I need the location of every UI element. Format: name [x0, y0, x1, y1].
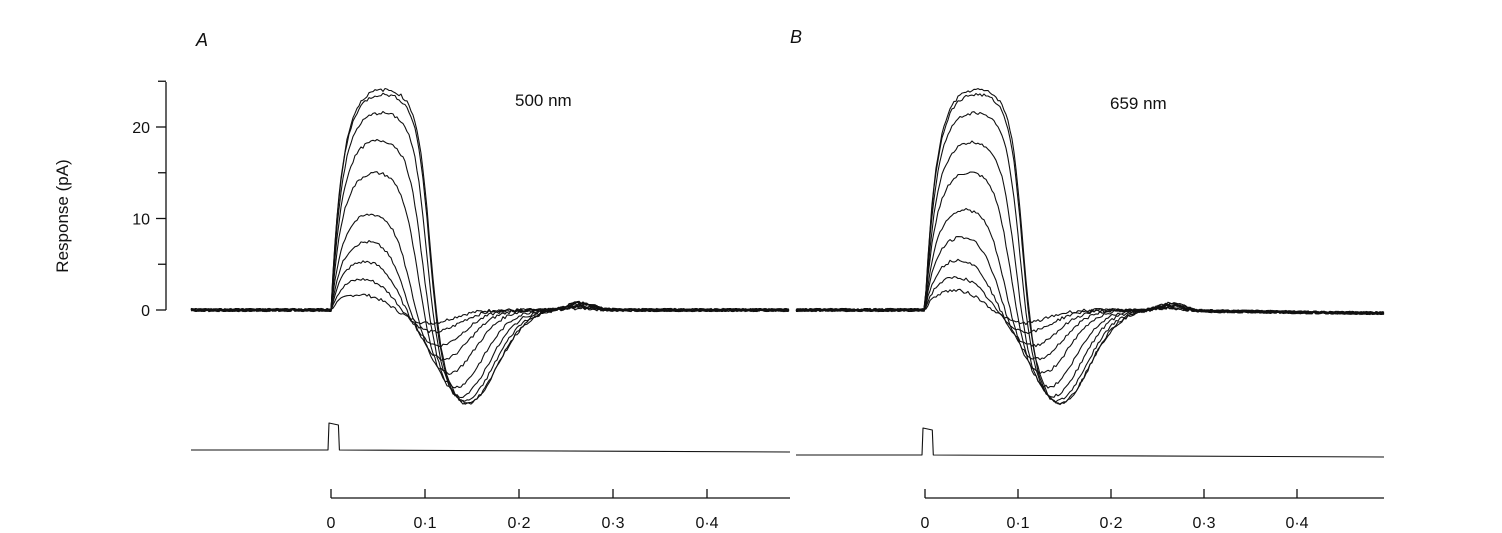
- response-trace: [190, 87, 790, 405]
- y-tick-label: 10: [132, 212, 150, 229]
- panel-a-traces: [190, 87, 790, 405]
- time-tick-label: 0·4: [695, 515, 718, 532]
- time-tick-label: 0: [327, 515, 336, 532]
- panel-a-letter: A: [195, 30, 208, 50]
- y-tick-label: 20: [132, 120, 150, 137]
- response-trace: [190, 240, 790, 362]
- response-trace: [795, 171, 1385, 389]
- response-trace: [190, 260, 790, 348]
- time-tick-label: 0·3: [1192, 515, 1215, 532]
- panel-b-letter: B: [790, 27, 802, 47]
- panel-b-traces: [795, 88, 1385, 406]
- response-trace: [795, 88, 1385, 405]
- response-trace: [190, 110, 790, 402]
- response-trace: [795, 258, 1385, 348]
- response-trace: [795, 288, 1385, 326]
- y-axis: 0 10 20: [132, 80, 167, 320]
- panel-b-wavelength-label: 659 nm: [1110, 94, 1167, 113]
- time-tick-label: 0·2: [1099, 515, 1122, 532]
- time-tick-label: 0·2: [507, 515, 530, 532]
- response-trace: [190, 171, 790, 389]
- panel-a-stimulus-trace: [191, 422, 791, 453]
- response-trace: [795, 236, 1385, 361]
- time-tick-label: 0·1: [1006, 515, 1029, 532]
- response-trace: [795, 111, 1385, 403]
- response-trace: [190, 138, 790, 399]
- y-axis-label: Response (pA): [53, 159, 72, 272]
- panel-a-wavelength-label: 500 nm: [515, 91, 572, 110]
- time-tick-label: 0·4: [1285, 515, 1308, 532]
- response-trace: [190, 92, 790, 405]
- panel-b-stimulus-trace: [796, 427, 1385, 458]
- response-trace: [190, 277, 789, 334]
- panel-a-time-axis: 0 0·1 0·2 0·3 0·4: [327, 489, 790, 532]
- response-trace: [190, 213, 790, 376]
- time-tick-label: 0·3: [601, 515, 624, 532]
- y-tick-label: 0: [141, 303, 150, 320]
- response-trace: [795, 276, 1385, 335]
- response-trace: [795, 207, 1385, 375]
- panel-b-time-axis: 0 0·1 0·2 0·3 0·4: [921, 489, 1384, 532]
- time-tick-label: 0·1: [413, 515, 436, 532]
- time-tick-label: 0: [921, 515, 930, 532]
